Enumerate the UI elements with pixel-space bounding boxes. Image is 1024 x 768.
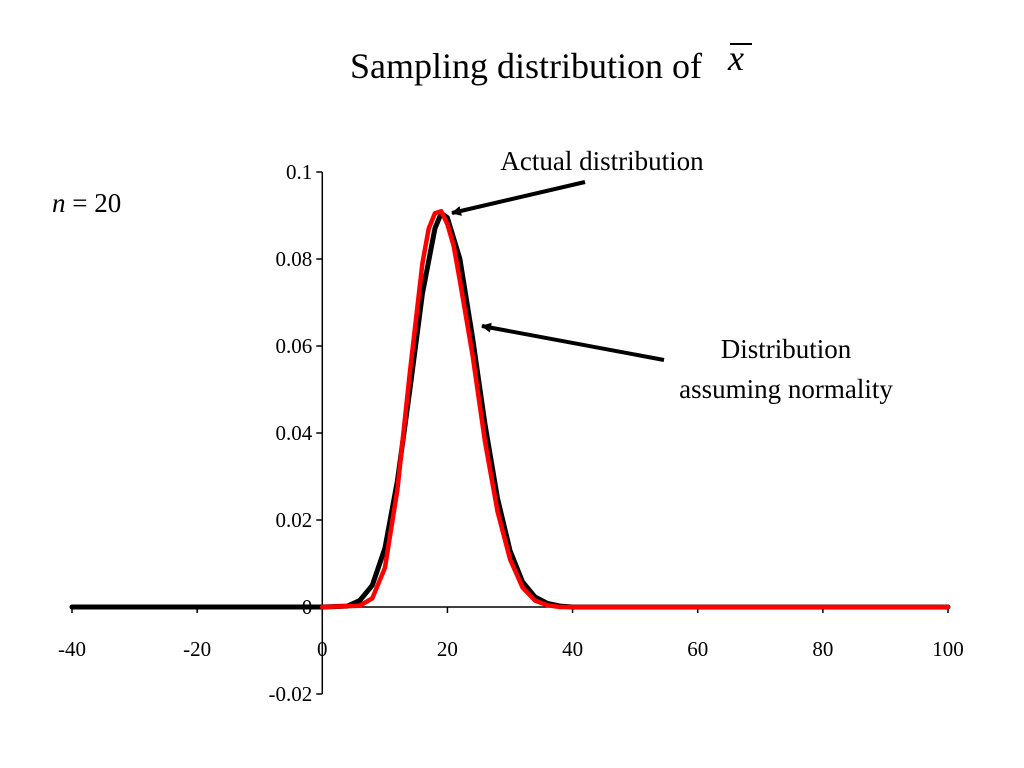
x-tick-label: 60 xyxy=(687,637,708,661)
y-tick-label: -0.02 xyxy=(269,682,313,706)
annotation-normal-line2: assuming normality xyxy=(679,374,893,404)
x-tick-label: 20 xyxy=(437,637,458,661)
y-tick-label: 0.04 xyxy=(276,421,313,445)
arrow-actual xyxy=(451,180,586,216)
chart-title-symbol: x xyxy=(727,38,744,78)
x-tick-label: 80 xyxy=(812,637,833,661)
x-tick-label: 40 xyxy=(562,637,583,661)
y-tick-label: 0.1 xyxy=(286,160,312,184)
series-line-0 xyxy=(69,210,951,610)
sample-size-label: n = 20 xyxy=(52,188,121,218)
series-layer xyxy=(69,208,951,610)
x-tick-label: 100 xyxy=(932,637,964,661)
series-line-1 xyxy=(320,208,951,610)
y-tick-label: 0.06 xyxy=(276,334,313,358)
y-tick-label: 0.08 xyxy=(276,247,313,271)
annotation-actual-line1: Actual distribution xyxy=(500,146,704,176)
x-tick-label: -40 xyxy=(58,637,86,661)
x-tick-label: -20 xyxy=(183,637,211,661)
axes: 0.10.080.060.040.020-0.02-40 -20 0 20 40 60 80… xyxy=(58,160,964,706)
y-tick-label: 0.02 xyxy=(276,508,313,532)
arrow-normal xyxy=(481,322,665,362)
chart-title: Sampling distribution of xyxy=(350,46,702,86)
annotation-normal-line1: Distribution xyxy=(721,334,852,364)
x-tick-label: 0 xyxy=(317,637,328,661)
